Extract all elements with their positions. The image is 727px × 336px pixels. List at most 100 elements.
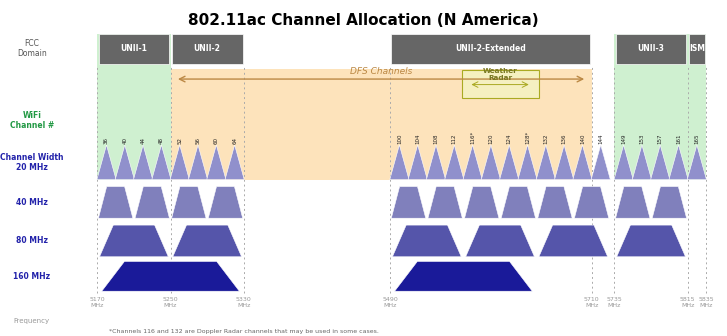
Text: 80 MHz: 80 MHz <box>16 237 48 245</box>
Text: 60: 60 <box>214 137 219 144</box>
Polygon shape <box>616 186 650 218</box>
Bar <box>392 34 590 64</box>
FancyBboxPatch shape <box>462 70 539 98</box>
Text: Channel Width
20 MHz: Channel Width 20 MHz <box>0 153 63 172</box>
Text: 36: 36 <box>104 137 109 144</box>
Text: 108: 108 <box>433 133 438 144</box>
Text: Frequency: Frequency <box>14 318 50 324</box>
Polygon shape <box>393 225 461 257</box>
Polygon shape <box>651 145 670 180</box>
Text: 120: 120 <box>489 133 494 144</box>
Text: 153: 153 <box>640 133 644 144</box>
Text: 5170
MHz: 5170 MHz <box>89 297 105 308</box>
Polygon shape <box>574 186 608 218</box>
Bar <box>616 34 686 64</box>
Polygon shape <box>100 225 169 257</box>
Polygon shape <box>172 186 206 218</box>
Text: 44: 44 <box>140 137 145 144</box>
Polygon shape <box>428 186 462 218</box>
Text: UNII-2: UNII-2 <box>193 44 220 53</box>
Text: UNII-1: UNII-1 <box>121 44 148 53</box>
Text: 5835
MHz: 5835 MHz <box>698 297 714 308</box>
Text: 5330
MHz: 5330 MHz <box>236 297 252 308</box>
Polygon shape <box>518 145 537 180</box>
Text: 140: 140 <box>580 133 585 144</box>
Text: 5250
MHz: 5250 MHz <box>163 297 178 308</box>
Text: 100: 100 <box>397 133 402 144</box>
Text: 5490
MHz: 5490 MHz <box>382 297 398 308</box>
Text: 56: 56 <box>196 137 201 144</box>
Text: DFS Channels: DFS Channels <box>350 67 412 76</box>
Text: 165: 165 <box>694 133 699 144</box>
Polygon shape <box>408 145 427 180</box>
Polygon shape <box>170 145 189 180</box>
Polygon shape <box>115 145 134 180</box>
Text: 160 MHz: 160 MHz <box>13 272 50 281</box>
Text: 149: 149 <box>621 133 626 144</box>
Text: 52: 52 <box>177 137 182 144</box>
Polygon shape <box>97 145 116 180</box>
Polygon shape <box>134 145 153 180</box>
Bar <box>172 34 243 64</box>
Polygon shape <box>395 261 532 291</box>
Bar <box>97 34 171 180</box>
Polygon shape <box>501 186 536 218</box>
Polygon shape <box>481 145 500 180</box>
Polygon shape <box>538 186 572 218</box>
Polygon shape <box>539 225 608 257</box>
Text: Weather
Radar: Weather Radar <box>483 68 518 81</box>
Text: ISM: ISM <box>689 44 705 53</box>
Polygon shape <box>208 186 243 218</box>
Polygon shape <box>173 225 241 257</box>
Text: 128*: 128* <box>525 131 530 144</box>
Text: 5710
MHz: 5710 MHz <box>584 297 599 308</box>
Polygon shape <box>98 186 133 218</box>
Polygon shape <box>465 186 499 218</box>
Text: 5815
MHz: 5815 MHz <box>680 297 696 308</box>
Polygon shape <box>499 145 519 180</box>
Text: 112: 112 <box>451 133 457 144</box>
Bar <box>689 34 704 64</box>
Polygon shape <box>537 145 555 180</box>
Polygon shape <box>614 145 633 180</box>
Text: 124: 124 <box>507 133 512 144</box>
Text: 136: 136 <box>562 133 566 144</box>
Text: 104: 104 <box>415 133 420 144</box>
Polygon shape <box>632 145 651 180</box>
Polygon shape <box>426 145 446 180</box>
Polygon shape <box>188 145 208 180</box>
Text: WiFi
Channel #: WiFi Channel # <box>9 111 54 130</box>
Polygon shape <box>669 145 688 180</box>
Polygon shape <box>390 145 409 180</box>
Polygon shape <box>206 145 226 180</box>
Polygon shape <box>555 145 574 180</box>
Text: 5735
MHz: 5735 MHz <box>606 297 622 308</box>
Polygon shape <box>445 145 464 180</box>
Polygon shape <box>591 145 611 180</box>
Bar <box>99 34 169 64</box>
Text: 157: 157 <box>658 133 663 144</box>
Text: 161: 161 <box>676 133 681 144</box>
Text: FCC
Domain: FCC Domain <box>17 39 47 58</box>
Text: 116*: 116* <box>470 131 475 144</box>
Polygon shape <box>463 145 482 180</box>
Text: 144: 144 <box>598 133 603 144</box>
Text: UNII-3: UNII-3 <box>638 44 664 53</box>
Text: UNII-2-Extended: UNII-2-Extended <box>456 44 526 53</box>
Polygon shape <box>391 186 426 218</box>
Polygon shape <box>466 225 534 257</box>
Bar <box>171 70 592 180</box>
Text: 40: 40 <box>122 137 127 144</box>
Polygon shape <box>687 145 707 180</box>
Polygon shape <box>616 225 686 257</box>
Polygon shape <box>573 145 592 180</box>
Bar <box>614 34 706 180</box>
Text: 132: 132 <box>543 133 548 144</box>
Text: 40 MHz: 40 MHz <box>16 198 48 207</box>
Polygon shape <box>152 145 171 180</box>
Text: 64: 64 <box>232 137 237 144</box>
Text: 48: 48 <box>159 137 164 144</box>
Text: 802.11ac Channel Allocation (N America): 802.11ac Channel Allocation (N America) <box>188 13 539 29</box>
Polygon shape <box>102 261 239 291</box>
Text: *Channels 116 and 132 are Doppler Radar channels that may be used in some cases.: *Channels 116 and 132 are Doppler Radar … <box>109 329 379 334</box>
